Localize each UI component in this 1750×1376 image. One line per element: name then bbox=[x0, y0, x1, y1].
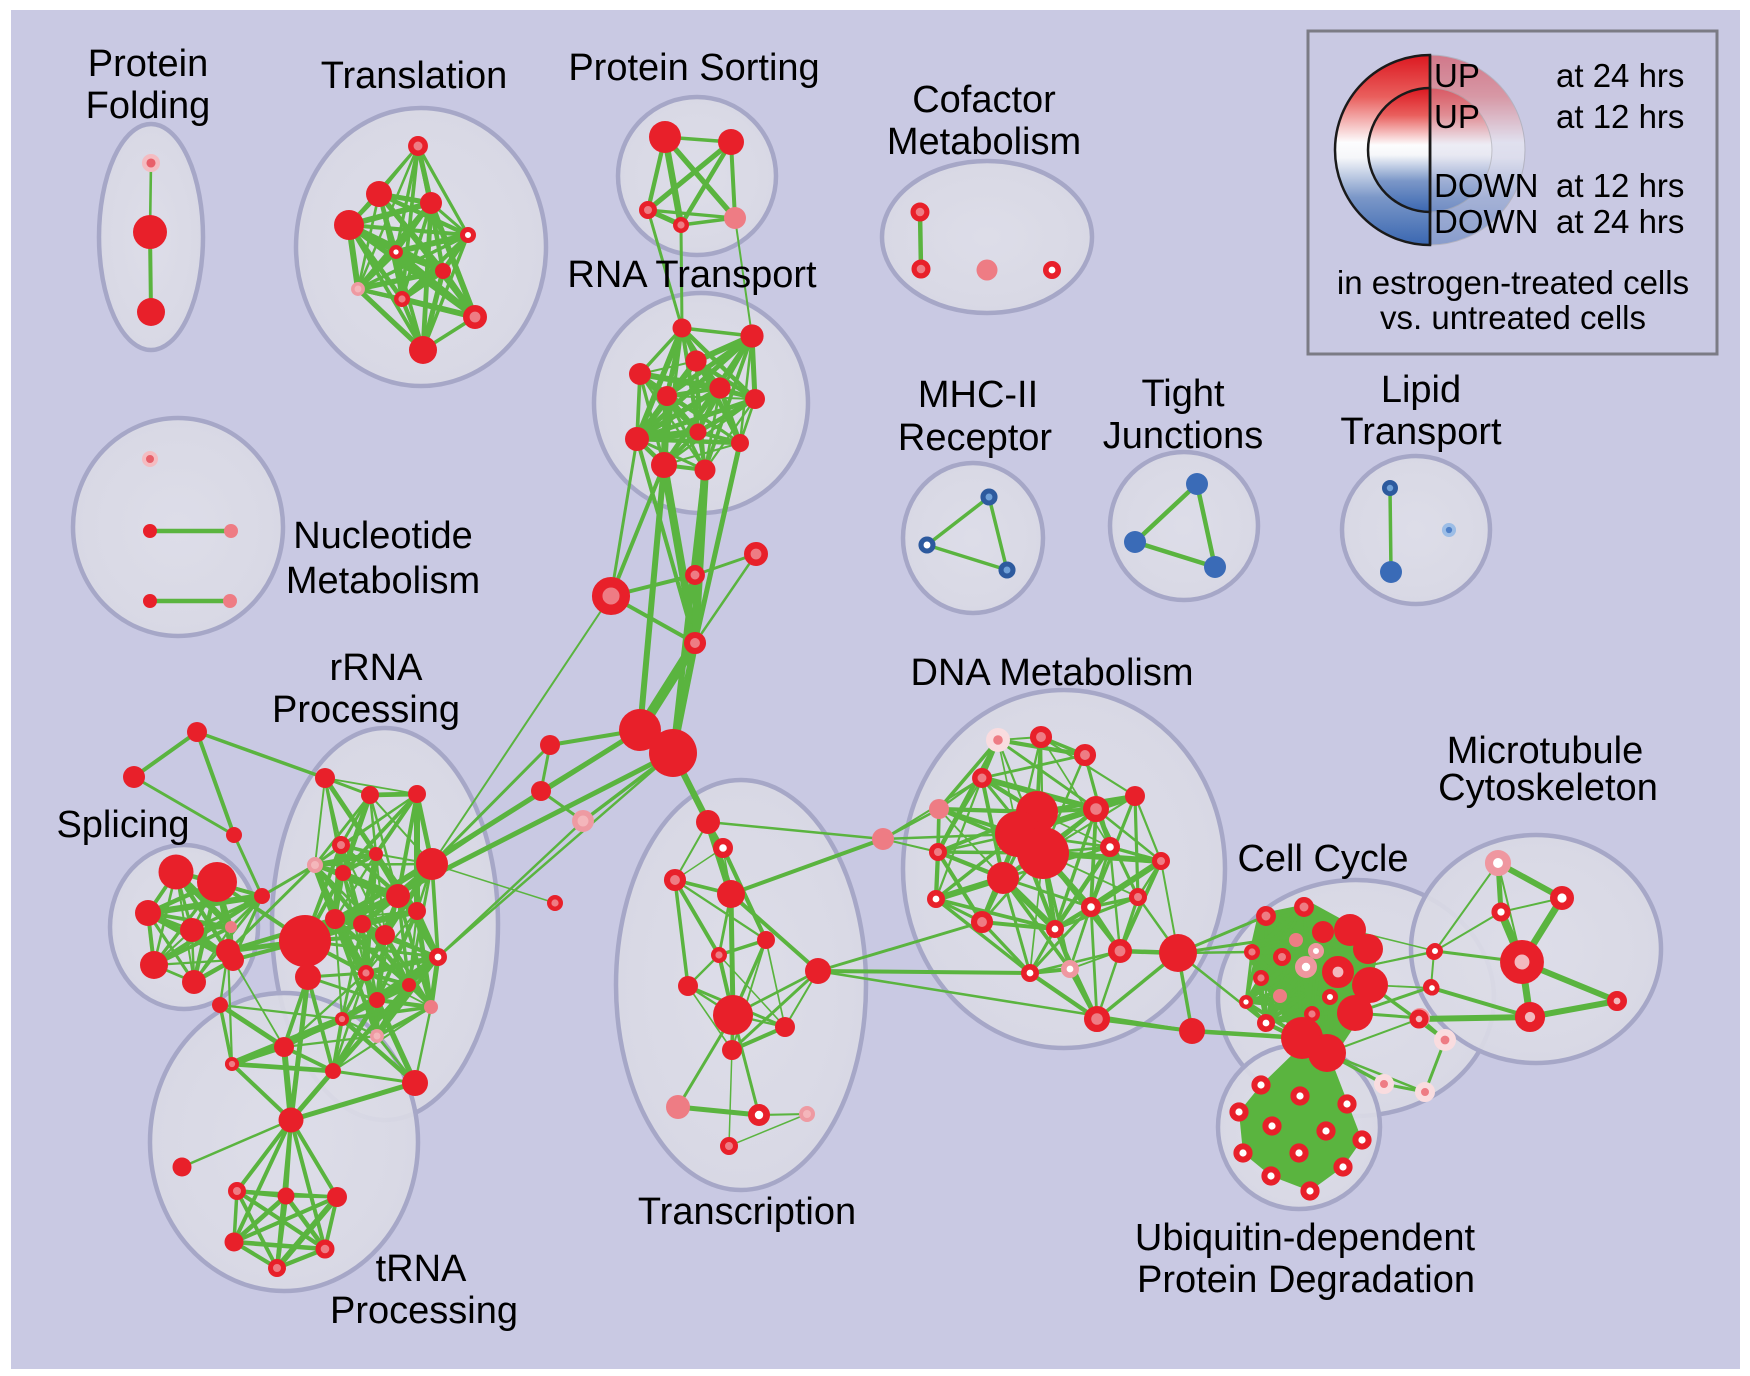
svg-text:Protein: Protein bbox=[88, 43, 208, 85]
svg-text:MHC-II: MHC-II bbox=[918, 374, 1038, 416]
svg-text:DNA Metabolism: DNA Metabolism bbox=[911, 652, 1194, 694]
svg-text:DOWN: DOWN bbox=[1434, 167, 1538, 204]
svg-text:Cofactor: Cofactor bbox=[912, 79, 1056, 121]
svg-text:Splicing: Splicing bbox=[56, 804, 189, 846]
svg-text:Microtubule: Microtubule bbox=[1447, 730, 1643, 772]
svg-text:at 24 hrs: at 24 hrs bbox=[1556, 57, 1684, 94]
svg-text:UP: UP bbox=[1434, 98, 1480, 135]
svg-text:Nucleotide: Nucleotide bbox=[293, 515, 473, 557]
svg-text:in estrogen-treated cells: in estrogen-treated cells bbox=[1337, 264, 1689, 301]
svg-text:Cytoskeleton: Cytoskeleton bbox=[1438, 767, 1658, 809]
svg-text:Protein Degradation: Protein Degradation bbox=[1137, 1259, 1475, 1301]
svg-text:at 12 hrs: at 12 hrs bbox=[1556, 98, 1684, 135]
svg-text:RNA Transport: RNA Transport bbox=[567, 254, 817, 296]
svg-text:Metabolism: Metabolism bbox=[286, 560, 480, 602]
svg-text:Cell Cycle: Cell Cycle bbox=[1237, 838, 1408, 880]
svg-text:tRNA: tRNA bbox=[376, 1248, 467, 1290]
svg-text:Tight: Tight bbox=[1141, 373, 1225, 415]
svg-text:rRNA: rRNA bbox=[330, 647, 424, 689]
svg-text:at 24 hrs: at 24 hrs bbox=[1556, 203, 1684, 240]
svg-text:Receptor: Receptor bbox=[898, 417, 1053, 459]
svg-text:vs. untreated cells: vs. untreated cells bbox=[1380, 299, 1646, 336]
svg-text:Metabolism: Metabolism bbox=[887, 121, 1081, 163]
svg-text:UP: UP bbox=[1434, 57, 1480, 94]
svg-text:Translation: Translation bbox=[321, 55, 508, 97]
svg-text:Ubiquitin-dependent: Ubiquitin-dependent bbox=[1135, 1217, 1476, 1259]
svg-text:Lipid: Lipid bbox=[1381, 369, 1461, 411]
svg-text:at 12 hrs: at 12 hrs bbox=[1556, 167, 1684, 204]
svg-text:Processing: Processing bbox=[272, 689, 460, 731]
svg-text:Transcription: Transcription bbox=[638, 1191, 856, 1233]
svg-text:Transport: Transport bbox=[1340, 411, 1502, 453]
svg-text:Junctions: Junctions bbox=[1103, 415, 1264, 457]
svg-text:Folding: Folding bbox=[86, 85, 211, 127]
svg-text:Processing: Processing bbox=[330, 1290, 518, 1332]
svg-text:DOWN: DOWN bbox=[1434, 203, 1538, 240]
svg-text:Protein Sorting: Protein Sorting bbox=[568, 47, 819, 89]
